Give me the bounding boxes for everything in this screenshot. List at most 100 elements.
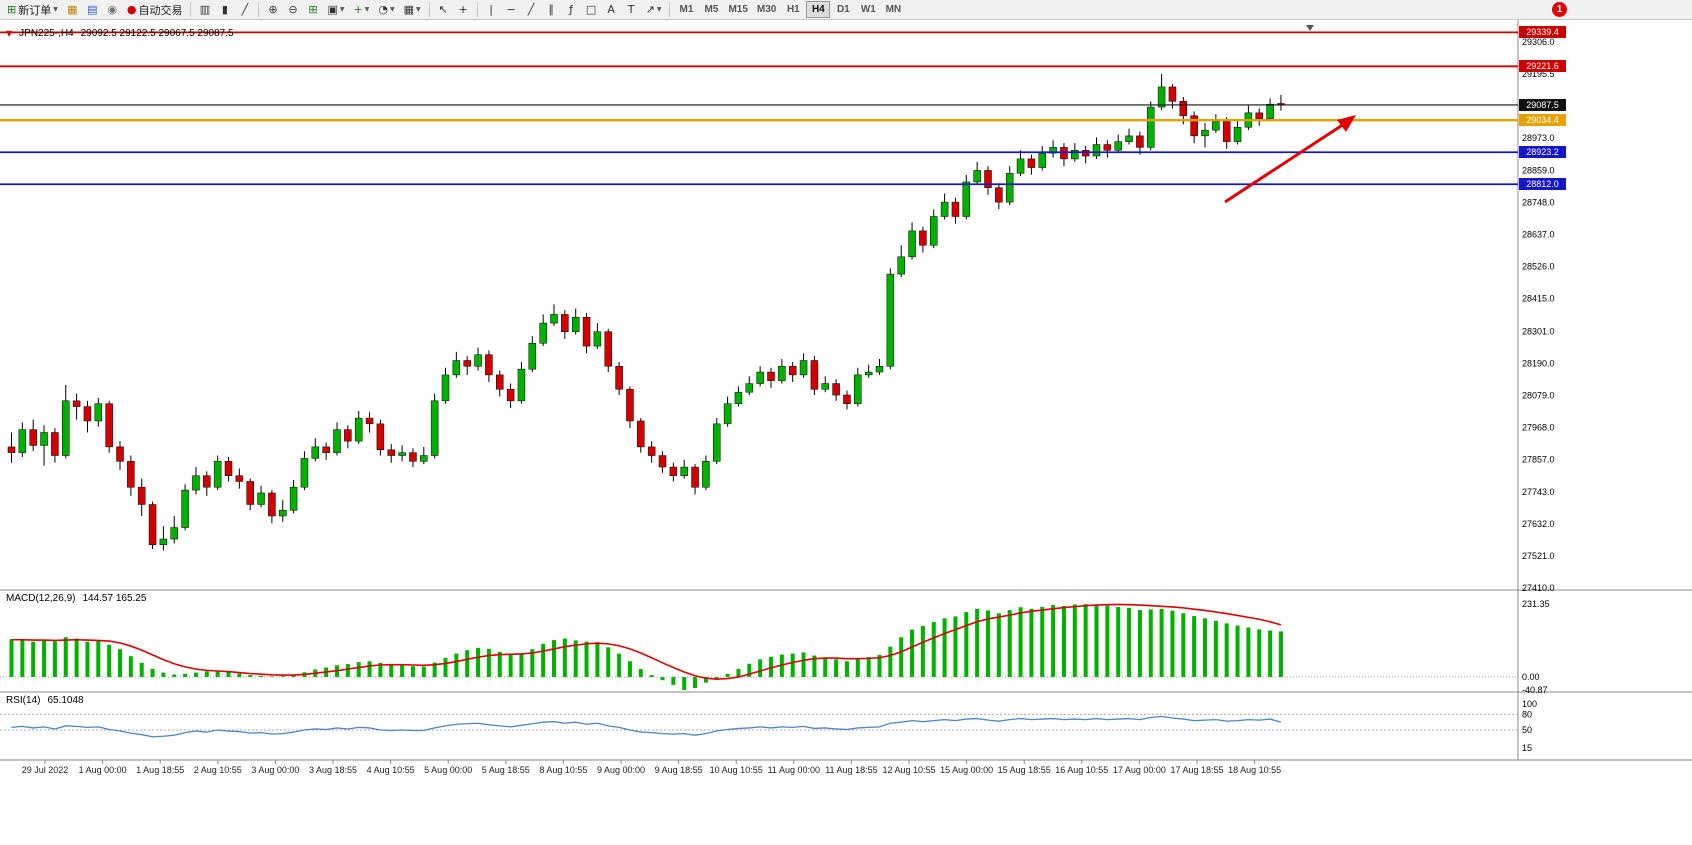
zoom-out-button[interactable]: ⊖ [283, 1, 302, 18]
candle [409, 452, 417, 462]
horizontal-line-icon: − [506, 3, 516, 16]
candle [561, 314, 569, 332]
candle [496, 374, 504, 390]
price-axis-label: 27968.0 [1522, 422, 1555, 432]
rsi-axis-label: 80 [1522, 709, 1532, 719]
candle [1190, 115, 1198, 137]
candle [289, 486, 298, 511]
candle [854, 374, 862, 404]
candle [441, 374, 450, 402]
chart-canvas[interactable]: 29306.0 29195.5 28973.0 28859.0 28748.0 28637… [0, 20, 1692, 845]
timeframe-m30-button[interactable]: M30 [753, 1, 780, 18]
candle [137, 486, 146, 505]
chart-shift-marker[interactable] [1306, 25, 1314, 31]
candle [930, 216, 938, 246]
time-axis-label: 1 Aug 00:00 [79, 765, 127, 775]
cursor-button[interactable]: ↖ [434, 1, 453, 18]
horizontal-line-button[interactable]: − [502, 1, 521, 18]
periods-button[interactable]: ◔ ▼ [374, 1, 398, 18]
crosshair-icon: + [458, 3, 468, 16]
candle [550, 314, 558, 324]
price-axis-label: 28415.0 [1522, 294, 1555, 304]
tile-windows-button[interactable]: ⊞ [303, 1, 322, 18]
timeframe-m5-button[interactable]: M5 [699, 1, 723, 18]
candle [159, 538, 168, 546]
profiles-icon: ▤ [87, 3, 98, 16]
caret-down-icon: ▼ [415, 6, 421, 13]
new-chart-button[interactable]: ▣ ▼ [323, 1, 348, 18]
candle [799, 360, 808, 376]
candlestick-chart-button[interactable]: ▮ [215, 1, 234, 18]
candle [1179, 101, 1188, 116]
timeframe-w1-button[interactable]: W1 [856, 1, 880, 18]
trend-arrow-annotation[interactable] [1224, 115, 1356, 204]
time-axis-label: 5 Aug 18:55 [482, 765, 530, 775]
toolbar-separator [669, 2, 671, 17]
timeframe-m15-button[interactable]: M15 [724, 1, 751, 18]
timeframe-d1-button[interactable]: D1 [831, 1, 855, 18]
indicators-button[interactable]: + ▼ [349, 1, 373, 18]
chart-windows-button[interactable]: ▦ [63, 1, 82, 18]
chart-window[interactable]: 29306.0 29195.5 28973.0 28859.0 28748.0 28637… [0, 20, 1692, 845]
candle [235, 475, 244, 482]
new-order-button[interactable]: ⊞ 新订单 ▼ [3, 1, 62, 18]
shapes-button[interactable]: □ [582, 1, 601, 18]
data-window-button[interactable]: ◉ [103, 1, 122, 18]
line-chart-button[interactable]: ╱ [235, 1, 254, 18]
price-axis-label: 27632.0 [1522, 519, 1555, 529]
symbol-icon: ▼ [6, 29, 13, 38]
trendline-button[interactable]: ╱ [522, 1, 541, 18]
text-label-button[interactable]: T [622, 1, 641, 18]
candle [973, 170, 981, 183]
text-button[interactable]: A [602, 1, 621, 18]
crosshair-button[interactable]: + [454, 1, 473, 18]
candle [864, 371, 873, 376]
price-axis-label: 28190.0 [1522, 358, 1555, 368]
rsi-name: RSI(14) [6, 695, 41, 706]
macd-axis-label: 0.00 [1522, 672, 1540, 682]
candle [1016, 158, 1025, 174]
candle [647, 446, 656, 456]
candle [83, 406, 92, 422]
rsi-value: 65.1048 [47, 695, 84, 706]
timeframe-h4-button[interactable]: H4 [806, 1, 831, 18]
equidistant-channel-button[interactable]: ∥ [542, 1, 561, 18]
zoom-in-button[interactable]: ⊕ [263, 1, 282, 18]
timeframe-mn-button[interactable]: MN [881, 1, 905, 18]
candle [1049, 147, 1057, 154]
timeframe-m1-button[interactable]: M1 [674, 1, 698, 18]
candle [485, 354, 493, 376]
candle [1081, 150, 1090, 157]
candle [713, 423, 721, 462]
candle [311, 446, 320, 459]
arrows-button[interactable]: ↗ ▼ [642, 1, 666, 18]
candle [810, 360, 819, 390]
notification-badge[interactable]: 1 [1552, 2, 1567, 17]
new-order-label: 新订单 [18, 4, 52, 17]
price-axis-label: 28859.0 [1522, 166, 1555, 176]
fibonacci-button[interactable]: ƒ [562, 1, 581, 18]
price-tag-29339: 29339.4 [1519, 26, 1566, 39]
new-order-icon: ⊞ [7, 3, 17, 16]
time-axis-label: 17 Aug 18:55 [1170, 765, 1223, 775]
candle [680, 466, 688, 476]
candle [1201, 129, 1209, 137]
templates-button[interactable]: ▦ ▼ [400, 1, 425, 18]
candle [463, 360, 471, 367]
time-axis-label: 12 Aug 10:55 [882, 765, 935, 775]
autotrading-button[interactable]: ● 自动交易 [123, 1, 187, 18]
bar-chart-button[interactable]: ▥ [195, 1, 214, 18]
vertical-line-button[interactable]: | [482, 1, 501, 18]
candle [778, 366, 786, 381]
candle [723, 403, 732, 425]
candle [571, 317, 580, 332]
candle [897, 256, 905, 275]
timeframe-h1-button[interactable]: H1 [781, 1, 805, 18]
candle [669, 466, 678, 476]
trendline-icon: ╱ [527, 3, 535, 16]
time-axis-label: 9 Aug 00:00 [597, 765, 645, 775]
candle [1212, 121, 1220, 131]
profiles-button[interactable]: ▤ [83, 1, 102, 18]
main-toolbar: ⊞ 新订单 ▼ ▦ ▤ ◉ ● 自动交易 ▥ ▮ ╱ ⊕ ⊖ ⊞ ▣ ▼ + ▼ ◔ ▼ ▦ ▼ ↖ + | − ╱ ∥ ƒ □ A T ↗ ▼ M… [0, 0, 1692, 20]
time-axis-label: 1 Aug 18:55 [136, 765, 184, 775]
